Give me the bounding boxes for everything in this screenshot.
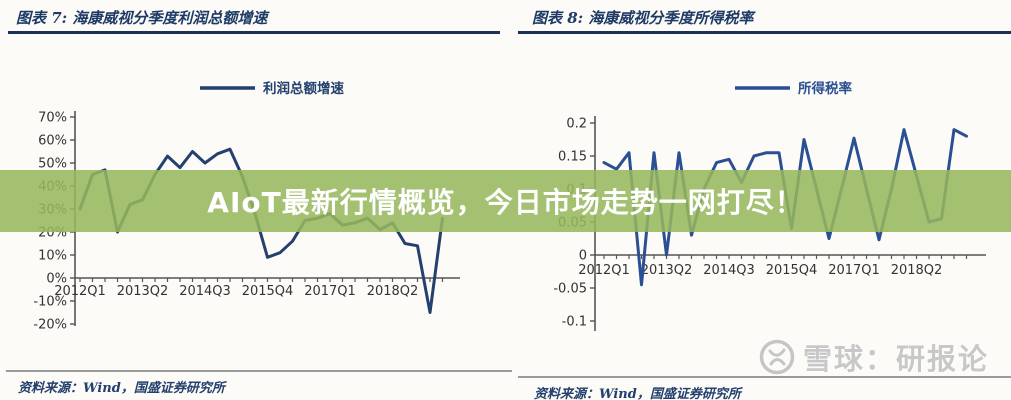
headline-text: AIoT最新行情概览，今日市场走势一网打尽！ bbox=[207, 186, 804, 219]
svg-text:2014Q3: 2014Q3 bbox=[703, 263, 755, 278]
legend-label: 所得税率 bbox=[798, 80, 852, 97]
svg-text:-0.05: -0.05 bbox=[553, 282, 587, 297]
legend-label: 利润总额增速 bbox=[263, 80, 344, 97]
svg-text:2018Q2: 2018Q2 bbox=[367, 284, 419, 299]
svg-text:-0.1: -0.1 bbox=[562, 315, 587, 330]
svg-text:0: 0 bbox=[579, 249, 587, 264]
svg-text:70%: 70% bbox=[38, 111, 67, 126]
chart7-source: 资料来源：Wind，国盛证券研究所 bbox=[6, 370, 512, 396]
chart8-title: 图表 8: 海康威视分季度所得税率 bbox=[518, 8, 1011, 34]
svg-text:60%: 60% bbox=[38, 134, 67, 149]
svg-text:2012Q1: 2012Q1 bbox=[54, 284, 106, 299]
svg-text:0.2: 0.2 bbox=[566, 117, 587, 132]
svg-text:10%: 10% bbox=[38, 249, 67, 264]
headline-banner: AIoT最新行情概览，今日市场走势一网打尽！ bbox=[0, 170, 1011, 232]
svg-text:0.15: 0.15 bbox=[558, 150, 587, 165]
svg-text:2017Q1: 2017Q1 bbox=[828, 263, 880, 278]
svg-text:-10%: -10% bbox=[33, 295, 67, 310]
chart8-source: 资料来源：Wind，国盛证券研究所 bbox=[518, 376, 1011, 400]
watermark: 雪球：研报论 bbox=[758, 336, 989, 378]
svg-text:2015Q4: 2015Q4 bbox=[766, 263, 818, 278]
xueqiu-logo-icon bbox=[759, 339, 795, 375]
svg-text:2017Q1: 2017Q1 bbox=[304, 284, 356, 299]
svg-text:50%: 50% bbox=[38, 157, 67, 172]
svg-text:2012Q1: 2012Q1 bbox=[578, 263, 630, 278]
svg-text:-20%: -20% bbox=[33, 318, 67, 333]
source-text: 资料来源：Wind，国盛证券研究所 bbox=[534, 387, 741, 400]
svg-text:2015Q4: 2015Q4 bbox=[242, 284, 294, 299]
svg-text:2014Q3: 2014Q3 bbox=[179, 284, 231, 299]
svg-text:2013Q2: 2013Q2 bbox=[117, 284, 169, 299]
svg-text:2018Q2: 2018Q2 bbox=[891, 263, 943, 278]
svg-text:0%: 0% bbox=[46, 272, 67, 287]
svg-text:2013Q2: 2013Q2 bbox=[641, 263, 693, 278]
watermark-text: 雪球：研报论 bbox=[803, 342, 990, 376]
chart7-title: 图表 7: 海康威视分季度利润总额增速 bbox=[8, 8, 500, 34]
source-text: 资料来源：Wind，国盛证券研究所 bbox=[18, 381, 225, 396]
